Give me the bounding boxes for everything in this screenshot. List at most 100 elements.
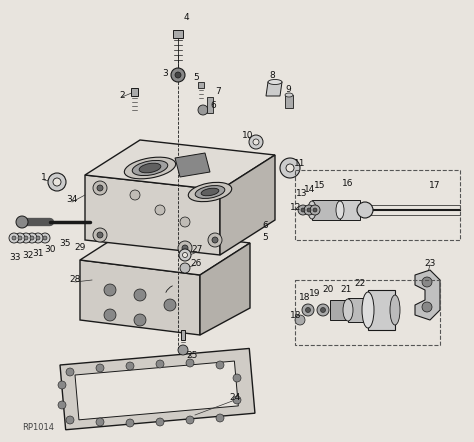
Text: 24: 24 [229, 393, 241, 403]
Circle shape [156, 418, 164, 426]
Polygon shape [285, 95, 293, 108]
Circle shape [186, 416, 194, 424]
Circle shape [212, 237, 218, 243]
Circle shape [18, 236, 22, 240]
Circle shape [320, 308, 326, 312]
Circle shape [9, 233, 19, 243]
Polygon shape [175, 153, 210, 177]
Text: RP1014: RP1014 [22, 423, 54, 432]
Circle shape [280, 158, 300, 178]
Text: 3: 3 [162, 69, 168, 77]
Circle shape [298, 205, 308, 215]
Circle shape [208, 233, 222, 247]
Circle shape [357, 202, 373, 218]
Circle shape [155, 205, 165, 215]
Polygon shape [173, 30, 183, 38]
Ellipse shape [132, 160, 168, 175]
Circle shape [134, 289, 146, 301]
Text: 10: 10 [242, 130, 254, 140]
Polygon shape [80, 228, 250, 275]
Text: 7: 7 [215, 87, 221, 95]
Text: 25: 25 [186, 351, 198, 359]
Circle shape [96, 364, 104, 372]
Text: 26: 26 [191, 259, 202, 267]
Text: 12: 12 [290, 202, 301, 212]
Circle shape [58, 381, 66, 389]
Text: 4: 4 [183, 14, 189, 23]
Polygon shape [330, 300, 348, 320]
Circle shape [306, 308, 310, 312]
Text: 5: 5 [262, 233, 268, 243]
Circle shape [53, 178, 61, 186]
Text: 15: 15 [314, 180, 326, 190]
Text: 14: 14 [304, 186, 316, 194]
Text: 8: 8 [269, 71, 275, 80]
Circle shape [48, 173, 66, 191]
Circle shape [33, 233, 43, 243]
Circle shape [130, 190, 140, 200]
Text: 17: 17 [429, 180, 441, 190]
Polygon shape [85, 175, 220, 255]
Circle shape [180, 263, 190, 273]
Polygon shape [368, 290, 395, 330]
Circle shape [58, 401, 66, 409]
Ellipse shape [285, 93, 293, 97]
Circle shape [178, 241, 192, 255]
Circle shape [97, 232, 103, 238]
Circle shape [97, 185, 103, 191]
Circle shape [180, 217, 190, 227]
Circle shape [164, 299, 176, 311]
Circle shape [15, 233, 25, 243]
Circle shape [286, 164, 294, 172]
Ellipse shape [188, 183, 232, 202]
Circle shape [24, 236, 28, 240]
Circle shape [295, 315, 305, 325]
Circle shape [186, 359, 194, 367]
Polygon shape [207, 97, 213, 113]
Circle shape [126, 362, 134, 370]
Circle shape [66, 416, 74, 424]
Circle shape [310, 205, 320, 215]
Text: 30: 30 [44, 245, 56, 255]
Polygon shape [312, 200, 340, 220]
Ellipse shape [124, 157, 176, 179]
Polygon shape [198, 82, 204, 88]
Circle shape [216, 361, 224, 369]
Circle shape [104, 284, 116, 296]
Circle shape [233, 396, 241, 404]
Circle shape [307, 208, 311, 212]
Circle shape [171, 68, 185, 82]
Circle shape [134, 314, 146, 326]
Text: 16: 16 [342, 179, 354, 187]
Text: 23: 23 [424, 259, 436, 267]
Ellipse shape [139, 163, 161, 173]
Text: 11: 11 [294, 160, 306, 168]
Text: 18: 18 [299, 293, 311, 302]
Text: 21: 21 [340, 286, 352, 294]
Circle shape [179, 249, 191, 261]
Ellipse shape [268, 80, 282, 84]
Bar [295, 280, 440, 345]
Circle shape [30, 236, 34, 240]
Circle shape [178, 345, 188, 355]
Circle shape [301, 208, 305, 212]
Circle shape [16, 216, 28, 228]
Circle shape [96, 418, 104, 426]
Circle shape [21, 233, 31, 243]
Text: 35: 35 [59, 240, 71, 248]
Text: 29: 29 [74, 244, 86, 252]
Circle shape [156, 360, 164, 368]
Circle shape [422, 302, 432, 312]
Circle shape [40, 233, 50, 243]
Text: 32: 32 [22, 251, 34, 259]
Polygon shape [220, 155, 275, 255]
Ellipse shape [390, 295, 400, 325]
Bar [60, 348, 255, 430]
Ellipse shape [343, 299, 353, 321]
Circle shape [126, 419, 134, 427]
Text: 6: 6 [210, 100, 216, 110]
Polygon shape [266, 82, 282, 96]
Text: 19: 19 [309, 289, 321, 297]
Text: 22: 22 [355, 278, 365, 287]
Circle shape [249, 135, 263, 149]
